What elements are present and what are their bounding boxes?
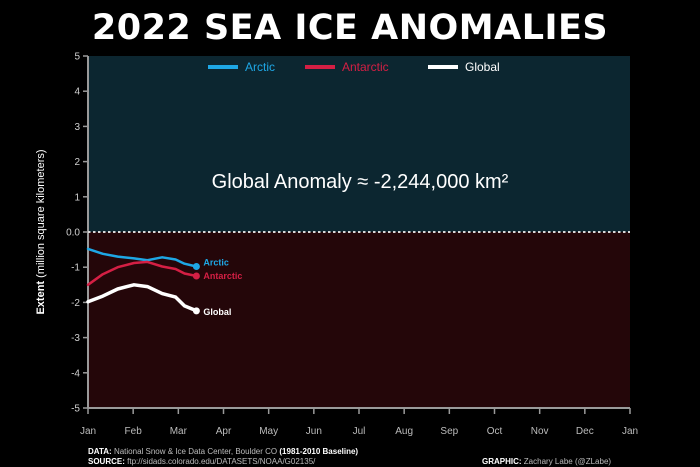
footer-data-line: DATA: National Snow & Ice Data Center, B…	[88, 447, 358, 457]
y-tick-label: 1	[74, 192, 80, 203]
x-tick-label: Aug	[395, 426, 413, 437]
y-tick-label: -1	[71, 263, 80, 274]
legend-label-antarctic: Antarctic	[342, 60, 389, 74]
positive-anomaly-region	[88, 56, 630, 232]
series-end-label-antarctic: Antarctic	[203, 271, 242, 281]
legend: Arctic Antarctic Global	[208, 60, 500, 74]
y-tick-label: -4	[71, 368, 80, 379]
x-tick-label: May	[259, 426, 278, 437]
y-tick-label: -3	[71, 333, 80, 344]
footer-source-label: SOURCE:	[88, 457, 125, 466]
x-tick-label: Nov	[531, 426, 549, 437]
footer-data-text: National Snow & Ice Data Center, Boulder…	[113, 447, 278, 456]
footer-data-label: DATA:	[88, 447, 112, 456]
series-lines: Arctic Antarctic Global	[86, 247, 242, 317]
y-tick-label: 4	[74, 87, 80, 98]
footer-baseline: (1981-2010 Baseline)	[279, 447, 359, 456]
series-end-label-arctic: Arctic	[203, 257, 229, 267]
series-endpoint-global	[192, 307, 200, 315]
x-tick-label: Jun	[306, 426, 322, 437]
x-tick-label: Sep	[440, 426, 458, 437]
legend-label-global: Global	[465, 60, 500, 74]
x-tick-label: Jan	[80, 426, 96, 437]
y-tick-label: -5	[71, 404, 80, 415]
footer-source-text: ftp://sidads.colorado.edu/DATASETS/NOAA/…	[127, 457, 316, 466]
x-tick-label: Feb	[125, 426, 143, 437]
footer-graphic-label: GRAPHIC:	[482, 457, 522, 466]
y-tick-label: 5	[74, 52, 80, 63]
y-axis-label-rest: (million square kilometers)	[35, 149, 47, 277]
y-tick-label: -2	[71, 298, 80, 309]
y-tick-label: 3	[74, 122, 80, 133]
x-tick-label: Dec	[576, 426, 594, 437]
y-tick-label: 2	[74, 157, 80, 168]
footer-source-line: SOURCE: ftp://sidads.colorado.edu/DATASE…	[88, 457, 358, 467]
x-tick-label: Jul	[353, 426, 366, 437]
y-axis-label: Extent (million square kilometers)	[35, 149, 47, 314]
x-tick-label: Oct	[487, 426, 503, 437]
global-anomaly-annotation: Global Anomaly ≈ -2,244,000 km²	[212, 171, 509, 193]
y-tick-label: 0.0	[66, 228, 80, 239]
footer-graphic-credit: GRAPHIC: Zachary Labe (@ZLabe)	[482, 457, 611, 467]
x-tick-label: Jan	[622, 426, 638, 437]
series-end-label-global: Global	[203, 307, 231, 317]
y-axis-label-bold: Extent	[35, 281, 47, 315]
series-line-antarctic	[86, 260, 198, 287]
chart-title: 2022 SEA ICE ANOMALIES	[91, 8, 609, 48]
series-line-global	[86, 283, 199, 313]
series-line-arctic	[86, 247, 198, 268]
series-endpoint-antarctic	[192, 272, 200, 280]
x-tick-label: Apr	[216, 426, 232, 437]
footer-graphic-text: Zachary Labe (@ZLabe)	[523, 457, 612, 466]
footer-credits: DATA: National Snow & Ice Data Center, B…	[88, 447, 358, 467]
series-endpoint-arctic	[192, 262, 200, 270]
x-tick-label: Mar	[170, 426, 188, 437]
legend-label-arctic: Arctic	[245, 60, 275, 74]
